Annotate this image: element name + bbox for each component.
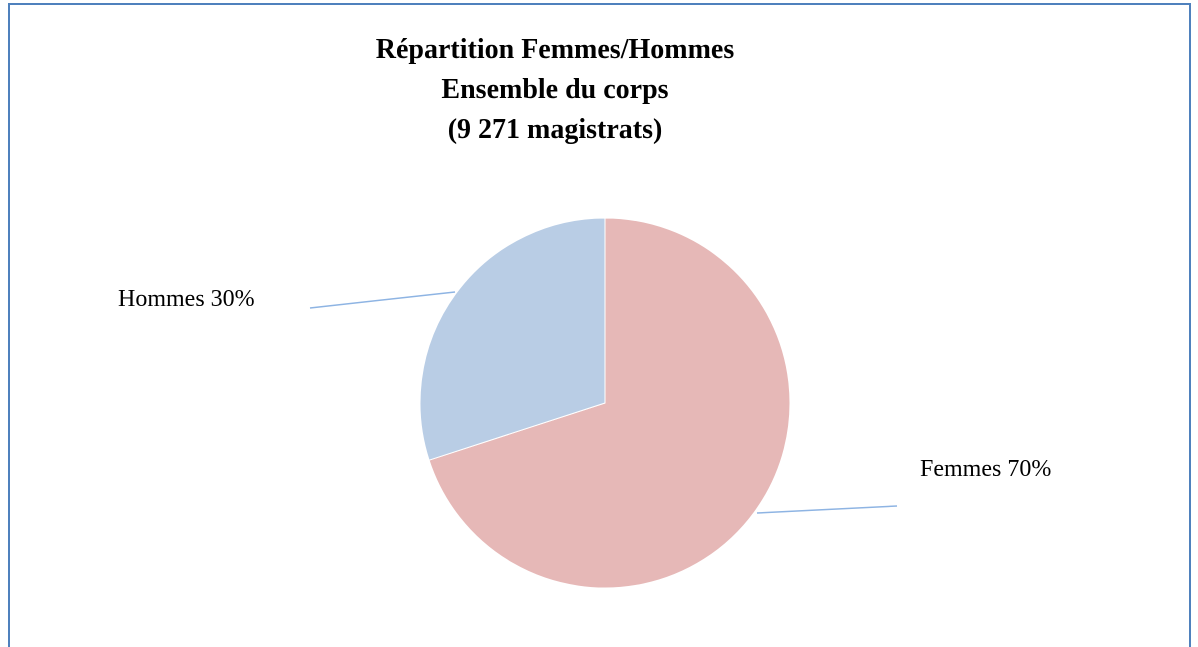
pie-slice <box>428 217 791 589</box>
leader-line <box>756 505 898 514</box>
pie <box>419 217 791 589</box>
leader-line <box>309 291 456 309</box>
category-label: Femmes <box>920 456 1001 482</box>
value-label: 30% <box>211 286 255 312</box>
value-label: 70% <box>1007 456 1051 482</box>
pie-slice <box>419 217 606 461</box>
chart-title: Ensemble du corps <box>441 74 668 105</box>
chart-title: Répartition Femmes/Hommes <box>376 34 735 65</box>
category-label: Hommes <box>118 286 205 312</box>
data-label: Hommes 30% <box>118 286 255 312</box>
data-label: Femmes 70% <box>920 456 1051 482</box>
chart-title: (9 271 magistrats) <box>448 114 663 145</box>
frame <box>8 3 1191 647</box>
